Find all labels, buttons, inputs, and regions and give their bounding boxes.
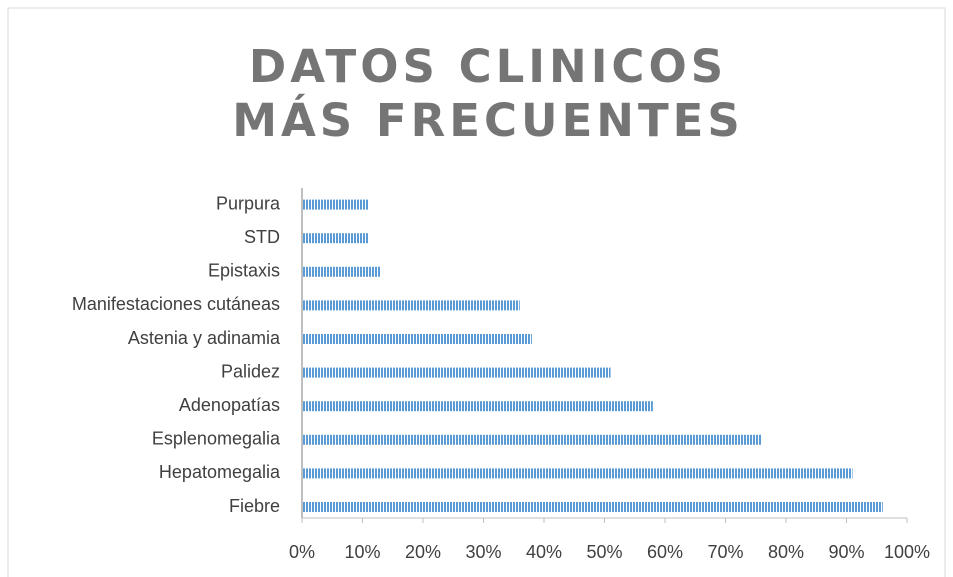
bar — [302, 266, 381, 277]
chart-title: DATOS CLINICOS MÁS FRECUENTES — [232, 40, 744, 147]
y-tick-label: Manifestaciones cutáneas — [72, 294, 280, 314]
y-tick-label: Purpura — [216, 193, 281, 213]
y-tick-label: Fiebre — [229, 496, 280, 516]
x-tick-label: 30% — [465, 542, 501, 562]
x-tick-label: 90% — [828, 542, 864, 562]
bar — [302, 367, 611, 378]
bar — [302, 502, 883, 512]
chart-frame — [7, 7, 946, 577]
y-tick-label: Astenia y adinamia — [128, 328, 281, 348]
bar — [302, 300, 520, 311]
y-tick-label: Adenopatías — [179, 395, 280, 415]
x-tick-label: 10% — [344, 542, 380, 562]
bar — [302, 199, 369, 210]
x-tick-label: 80% — [768, 542, 804, 562]
bar — [302, 233, 369, 244]
y-tick-label: Palidez — [221, 361, 280, 381]
y-tick-label: STD — [244, 227, 280, 247]
x-tick-label: 60% — [647, 542, 683, 562]
bar — [302, 434, 762, 445]
x-tick-label: 100% — [884, 542, 930, 562]
x-tick-label: 50% — [586, 542, 622, 562]
bar — [302, 468, 853, 479]
y-tick-label: Hepatomegalia — [159, 462, 281, 482]
x-tick-label: 70% — [707, 542, 743, 562]
x-tick-label: 20% — [405, 542, 441, 562]
bar — [302, 401, 653, 412]
bar — [302, 334, 532, 344]
x-tick-label: 40% — [526, 542, 562, 562]
x-tick-label: 0% — [289, 542, 315, 562]
y-tick-label: Esplenomegalia — [152, 429, 281, 449]
y-tick-label: Epistaxis — [208, 261, 280, 281]
